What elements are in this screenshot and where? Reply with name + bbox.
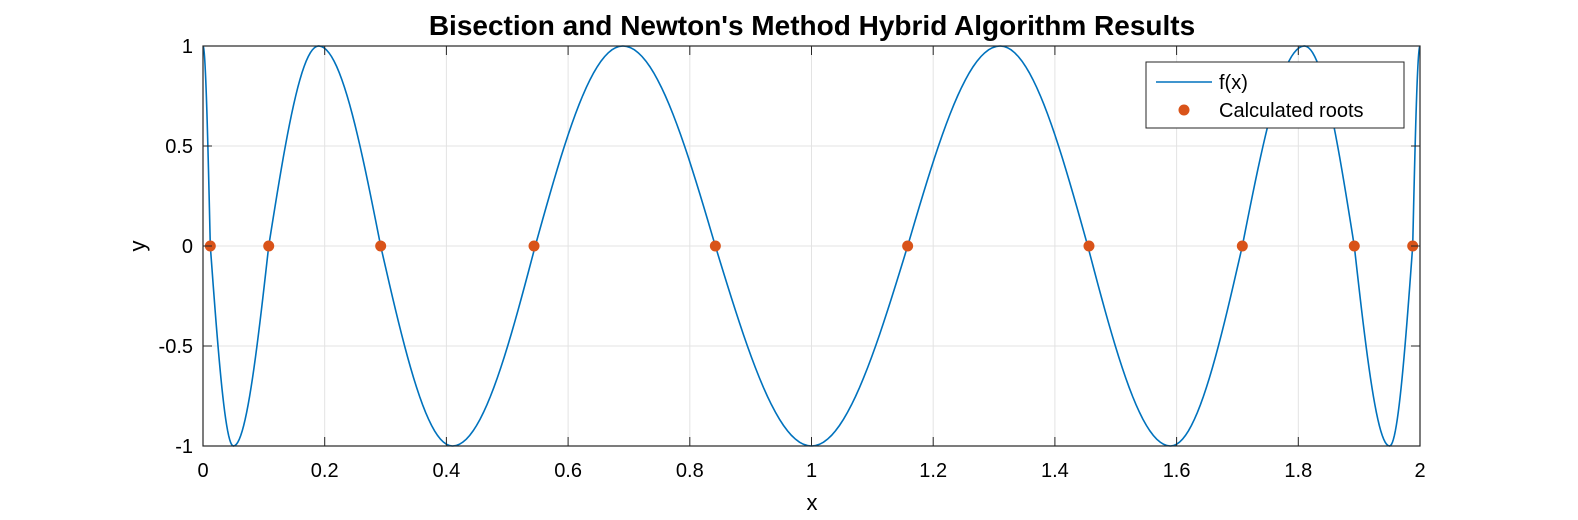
root-point bbox=[709, 240, 721, 252]
root-point bbox=[263, 240, 275, 252]
legend-box bbox=[1145, 61, 1405, 129]
y-axis-label: y bbox=[125, 241, 150, 252]
root-point bbox=[528, 240, 540, 252]
y-tick-label: -0.5 bbox=[159, 336, 193, 358]
x-tick-label: 1.8 bbox=[1284, 460, 1312, 482]
x-tick-label: 1.4 bbox=[1041, 460, 1069, 482]
y-tick-label: 1 bbox=[182, 36, 193, 58]
x-tick-label: 0.2 bbox=[311, 460, 339, 482]
root-point bbox=[1083, 240, 1095, 252]
ticks: 0 0.2 0.4 0.6 0.8 1 1.2 1.4 1.6 1.8 2 1 0.5 0 -0.5 -1 bbox=[159, 36, 1426, 482]
x-axis-label: x bbox=[807, 490, 818, 515]
x-tick-label: 1.2 bbox=[919, 460, 947, 482]
legend-marker-swatch bbox=[1178, 104, 1190, 116]
root-point bbox=[1348, 240, 1360, 252]
x-tick-label: 1 bbox=[806, 460, 817, 482]
x-tick-label: 2 bbox=[1414, 460, 1425, 482]
x-tick-label: 0 bbox=[197, 460, 208, 482]
x-tick-label: 0.8 bbox=[676, 460, 704, 482]
root-point bbox=[375, 240, 387, 252]
y-tick-label: -1 bbox=[175, 436, 193, 458]
y-tick-label: 0 bbox=[182, 236, 193, 258]
root-point bbox=[1236, 240, 1248, 252]
x-tick-label: 0.4 bbox=[432, 460, 460, 482]
y-tick-label: 0.5 bbox=[165, 136, 193, 158]
legend-label-fx: f(x) bbox=[1219, 72, 1248, 94]
x-tick-label: 1.6 bbox=[1163, 460, 1191, 482]
legend: f(x) Calculated roots bbox=[1145, 61, 1405, 129]
chart-title: Bisection and Newton's Method Hybrid Alg… bbox=[429, 10, 1195, 41]
legend-label-roots: Calculated roots bbox=[1219, 100, 1364, 122]
root-point bbox=[902, 240, 914, 252]
x-tick-label: 0.6 bbox=[554, 460, 582, 482]
